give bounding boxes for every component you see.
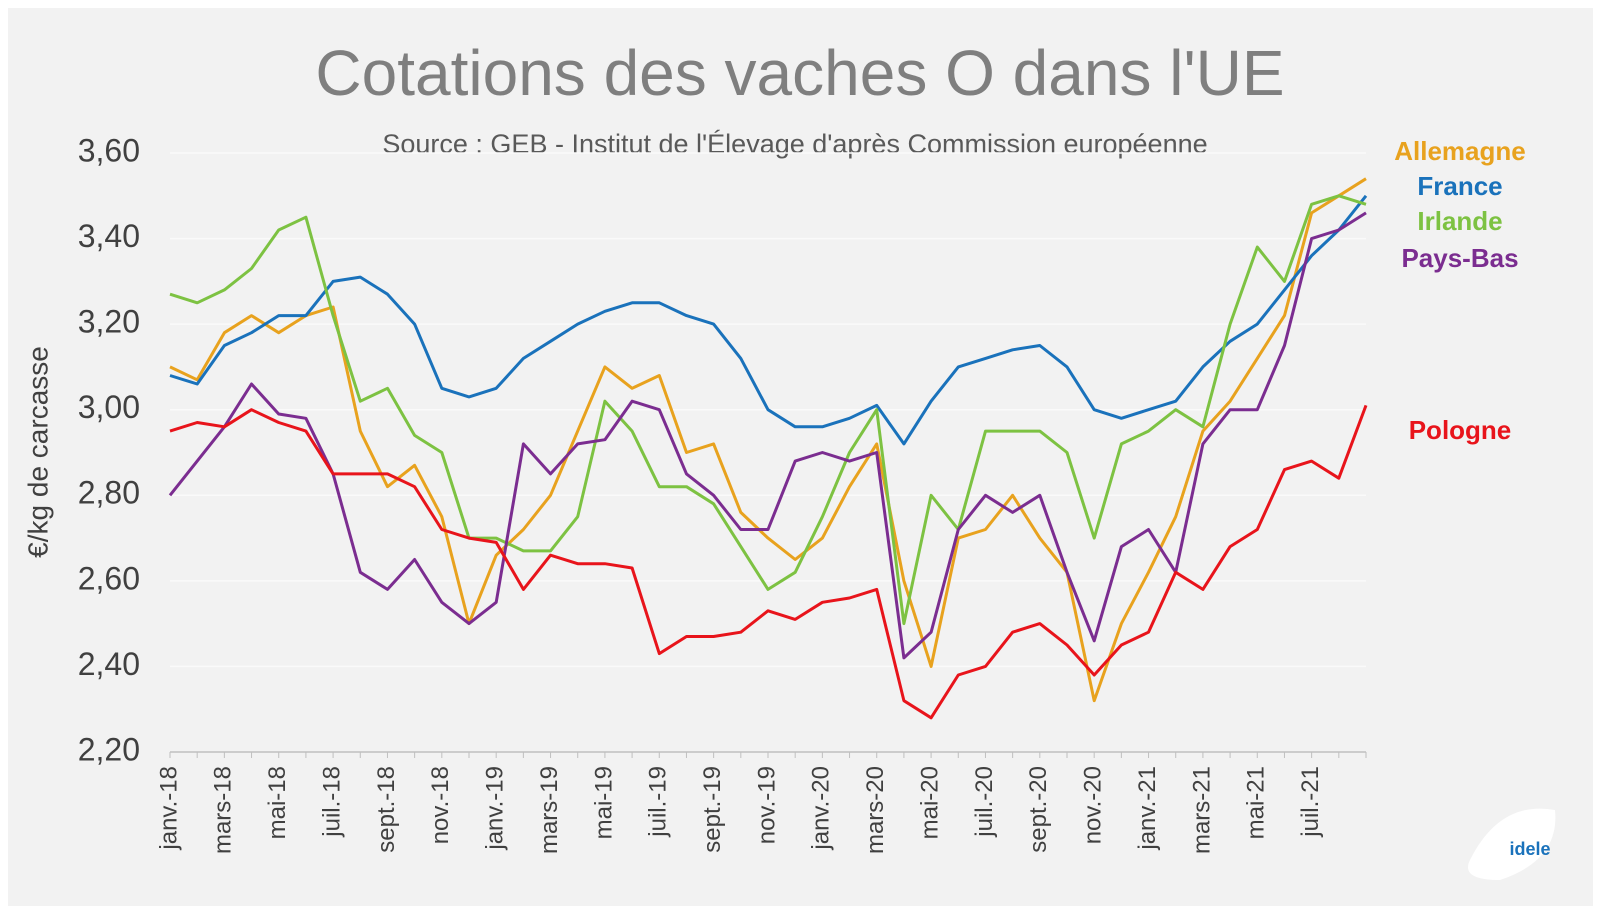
y-tick-label: 3,40: [78, 218, 140, 254]
x-tick-label: juil.-19: [645, 766, 672, 838]
x-tick-label: juil.-21: [1297, 766, 1324, 838]
x-tick-label: mai-19: [590, 766, 617, 839]
legend-label: Irlande: [1417, 206, 1502, 236]
series-line: [169, 194, 1367, 626]
x-tick-label: sept.-20: [1025, 766, 1052, 853]
x-tick-label: mai-18: [264, 766, 291, 839]
x-tick-label: nov.-20: [1080, 766, 1107, 844]
x-tick-label: mai-21: [1243, 766, 1270, 839]
y-tick-label: 3,60: [78, 132, 140, 168]
legend-label: France: [1417, 171, 1502, 201]
background: [8, 8, 1593, 906]
series-line: [169, 177, 1367, 703]
chart-subtitle: Source : GEB - Institut de l'Élevage d'a…: [382, 129, 1207, 159]
x-tick-label: mars-19: [536, 766, 563, 854]
y-axis-label: €/kg de carcasse: [22, 346, 53, 558]
x-tick-label: mars-20: [862, 766, 889, 854]
series-line: [168, 211, 1367, 660]
y-tick-label: 2,80: [78, 475, 140, 511]
x-tick-label: nov.-19: [753, 766, 780, 844]
y-tick-label: 2,40: [78, 646, 140, 682]
logo-text: idele: [1509, 839, 1550, 859]
x-tick-label: juil.-20: [971, 766, 998, 838]
series-line: [169, 194, 1368, 446]
x-tick-label: janv.-19: [482, 766, 509, 851]
x-tick-label: juil.-18: [318, 766, 345, 838]
x-tick-label: mars-18: [210, 766, 237, 854]
x-tick-label: mai-20: [916, 766, 943, 839]
x-tick-label: janv.-20: [808, 766, 835, 851]
chart-title: Cotations des vaches O dans l'UE: [315, 37, 1284, 109]
y-tick-label: 3,20: [78, 304, 140, 340]
legend-label: Pologne: [1409, 415, 1512, 445]
x-tick-label: mars-21: [1188, 766, 1215, 854]
legend-label: Allemagne: [1394, 136, 1526, 166]
x-tick-label: janv.-18: [155, 766, 182, 851]
y-tick-label: 3,00: [78, 389, 140, 425]
series-line: [169, 404, 1368, 720]
x-tick-label: janv.-21: [1134, 766, 1161, 851]
logo-shape: [1468, 808, 1556, 880]
x-tick-label: sept.-18: [373, 766, 400, 853]
x-tick-label: sept.-19: [699, 766, 726, 853]
x-tick-label: nov.-18: [427, 766, 454, 844]
y-tick-label: 2,60: [78, 560, 140, 596]
legend-label: Pays-Bas: [1401, 243, 1518, 273]
y-tick-label: 2,20: [78, 731, 140, 767]
